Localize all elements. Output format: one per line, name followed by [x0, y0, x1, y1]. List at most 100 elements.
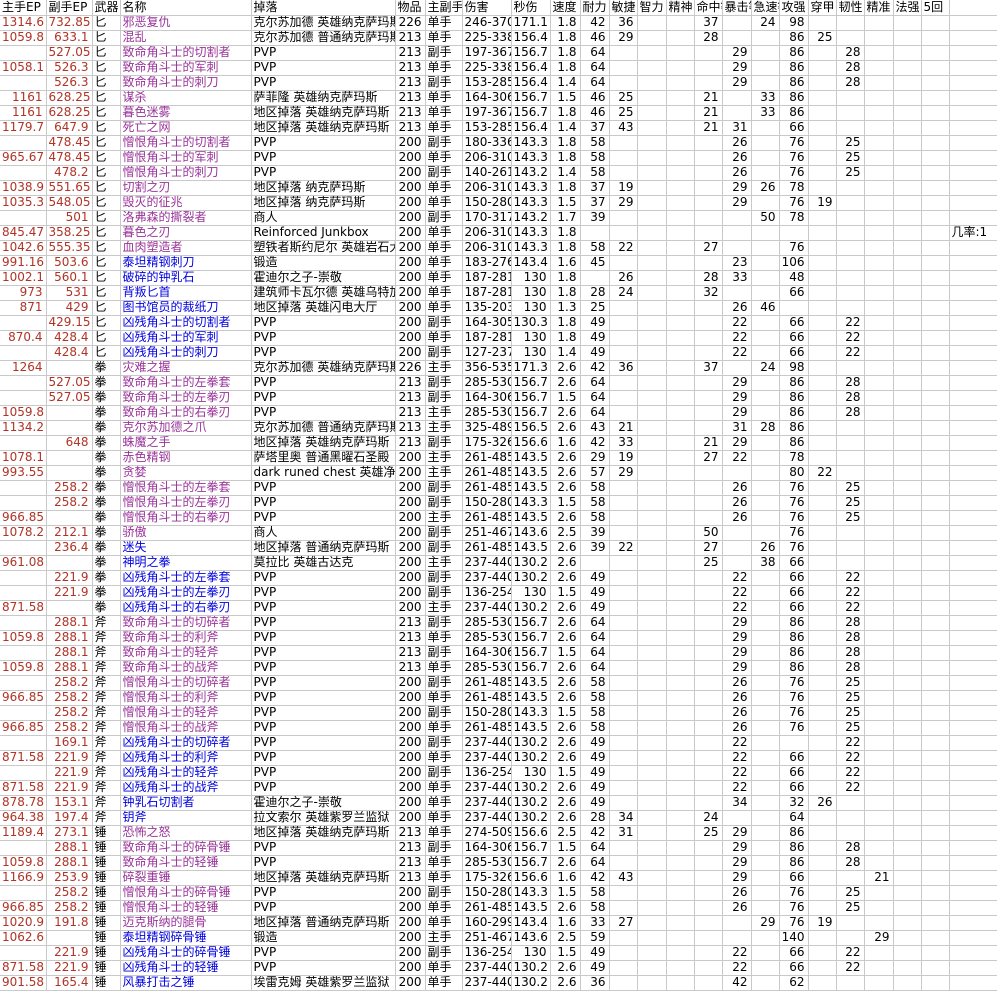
cell-damage[interactable]: 251-467	[462, 930, 512, 946]
cell-mh_ep[interactable]: 991.16	[0, 255, 47, 271]
cell-sta[interactable]: 39	[580, 525, 610, 541]
cell-sp[interactable]	[893, 645, 922, 661]
cell-sta[interactable]	[580, 270, 610, 286]
cell-damage[interactable]: 261-485	[462, 510, 512, 526]
cell-damage[interactable]: 237-440	[462, 570, 512, 586]
cell-oh_ep[interactable]: 531	[46, 285, 93, 301]
cell-extra[interactable]	[949, 210, 997, 226]
cell-source[interactable]: PVP	[251, 690, 396, 706]
cell-expertise[interactable]	[864, 375, 894, 391]
cell-resil[interactable]	[836, 420, 865, 436]
cell-damage[interactable]: 237-440	[462, 780, 512, 796]
cell-slot[interactable]: 副手	[425, 375, 463, 391]
cell-agi[interactable]	[609, 705, 638, 721]
cell-oh_ep[interactable]: 221.9	[46, 780, 93, 796]
cell-mp5[interactable]	[921, 120, 950, 136]
cell-resil[interactable]	[836, 435, 865, 451]
cell-mp5[interactable]	[921, 750, 950, 766]
cell-mh_ep[interactable]: 973	[0, 285, 47, 301]
cell-weapon[interactable]: 匕	[92, 330, 121, 346]
cell-sp[interactable]	[893, 825, 922, 841]
cell-hit[interactable]	[694, 300, 723, 316]
cell-mp5[interactable]	[921, 420, 950, 436]
cell-ilvl[interactable]: 200	[395, 525, 426, 541]
cell-spi[interactable]	[666, 855, 695, 871]
cell-spi[interactable]	[666, 225, 695, 241]
cell-mh_ep[interactable]	[0, 570, 47, 586]
cell-sta[interactable]: 64	[580, 660, 610, 676]
cell-weapon[interactable]: 拳	[92, 405, 121, 421]
cell-oh_ep[interactable]: 288.1	[46, 660, 93, 676]
cell-resil[interactable]	[836, 360, 865, 376]
cell-spi[interactable]	[666, 60, 695, 76]
cell-expertise[interactable]	[864, 75, 894, 91]
cell-weapon[interactable]: 拳	[92, 555, 121, 571]
cell-int[interactable]	[637, 540, 667, 556]
cell-haste[interactable]	[751, 780, 780, 796]
cell-name[interactable]: 憎恨角斗士的左拳套	[120, 480, 252, 496]
cell-resil[interactable]: 28	[836, 375, 865, 391]
cell-arp[interactable]	[808, 810, 837, 826]
cell-mp5[interactable]	[921, 675, 950, 691]
cell-arp[interactable]	[808, 660, 837, 676]
cell-slot[interactable]: 副手	[425, 135, 463, 151]
cell-oh_ep[interactable]	[46, 930, 93, 946]
cell-spi[interactable]	[666, 495, 695, 511]
cell-source[interactable]: PVP	[251, 600, 396, 616]
cell-arp[interactable]	[808, 705, 837, 721]
cell-expertise[interactable]	[864, 390, 894, 406]
cell-sp[interactable]	[893, 975, 922, 991]
cell-dps[interactable]: 143.5	[511, 690, 551, 706]
cell-haste[interactable]	[751, 945, 780, 961]
cell-agi[interactable]: 27	[609, 915, 638, 931]
cell-weapon[interactable]: 斧	[92, 660, 121, 676]
cell-damage[interactable]: 206-310	[462, 180, 512, 196]
cell-oh_ep[interactable]: 221.9	[46, 585, 93, 601]
cell-agi[interactable]	[609, 900, 638, 916]
cell-arp[interactable]	[808, 780, 837, 796]
cell-hit[interactable]	[694, 915, 723, 931]
cell-damage[interactable]: 187-281	[462, 270, 512, 286]
cell-int[interactable]	[637, 60, 667, 76]
cell-name[interactable]: 碎裂重锤	[120, 870, 252, 886]
cell-sta[interactable]: 37	[580, 195, 610, 211]
cell-oh_ep[interactable]: 221.9	[46, 945, 93, 961]
cell-oh_ep[interactable]: 429	[46, 300, 93, 316]
cell-slot[interactable]: 单手	[425, 105, 463, 121]
cell-extra[interactable]	[949, 285, 997, 301]
cell-name[interactable]: 致命角斗士的轻锤	[120, 855, 252, 871]
cell-name[interactable]: 克尔苏加德之爪	[120, 420, 252, 436]
cell-oh_ep[interactable]: 527.05	[46, 375, 93, 391]
cell-weapon[interactable]: 拳	[92, 435, 121, 451]
cell-resil[interactable]	[836, 825, 865, 841]
cell-hit[interactable]: 28	[694, 270, 723, 286]
cell-ap[interactable]: 86	[779, 615, 809, 631]
cell-sta[interactable]: 28	[580, 810, 610, 826]
cell-weapon[interactable]: 锤	[92, 975, 121, 991]
cell-source[interactable]: PVP	[251, 150, 396, 166]
cell-mp5[interactable]	[921, 600, 950, 616]
cell-expertise[interactable]	[864, 225, 894, 241]
cell-ilvl[interactable]: 200	[395, 210, 426, 226]
cell-agi[interactable]	[609, 660, 638, 676]
cell-mh_ep[interactable]: 1059.8	[0, 30, 47, 46]
cell-speed[interactable]: 1.6	[550, 435, 581, 451]
cell-sta[interactable]: 58	[580, 705, 610, 721]
cell-sp[interactable]	[893, 315, 922, 331]
cell-spi[interactable]	[666, 330, 695, 346]
cell-slot[interactable]: 主手	[425, 600, 463, 616]
cell-slot[interactable]: 单手	[425, 660, 463, 676]
cell-expertise[interactable]: 21	[864, 870, 894, 886]
cell-sta[interactable]: 64	[580, 375, 610, 391]
cell-resil[interactable]	[836, 870, 865, 886]
cell-ilvl[interactable]: 200	[395, 900, 426, 916]
cell-mp5[interactable]	[921, 195, 950, 211]
cell-spi[interactable]	[666, 525, 695, 541]
cell-dps[interactable]: 143.3	[511, 150, 551, 166]
cell-mp5[interactable]	[921, 930, 950, 946]
header-sta[interactable]: 耐力	[580, 0, 610, 16]
cell-agi[interactable]	[609, 585, 638, 601]
cell-ap[interactable]: 66	[779, 285, 809, 301]
cell-slot[interactable]: 副手	[425, 585, 463, 601]
cell-sta[interactable]: 58	[580, 510, 610, 526]
